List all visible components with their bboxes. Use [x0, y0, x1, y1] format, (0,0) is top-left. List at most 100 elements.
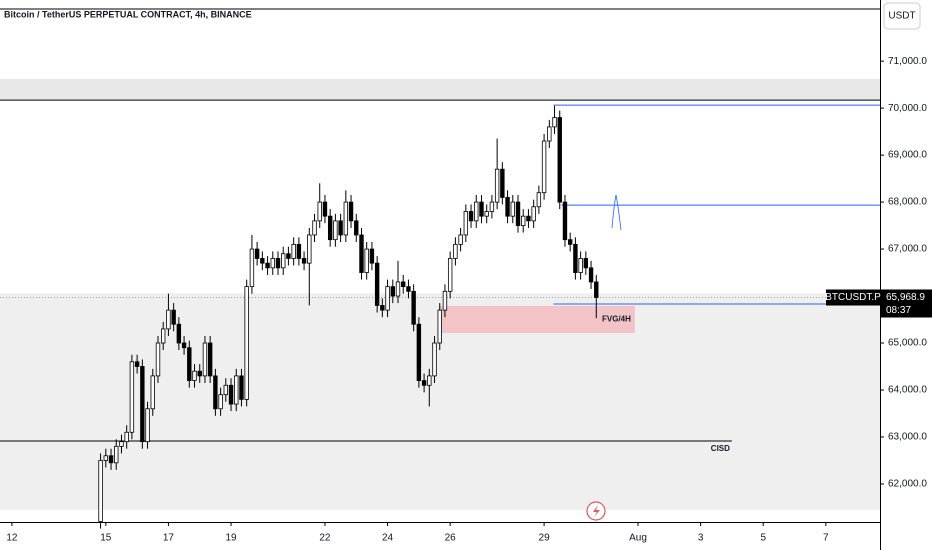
candle-body [432, 342, 437, 377]
candle-body [547, 126, 552, 142]
fvg-box [439, 305, 635, 334]
x-tick-label: 15 [100, 533, 112, 544]
candle-body [406, 286, 411, 292]
y-tick-label: 62,000.0 [888, 479, 927, 490]
candle-body [160, 328, 166, 344]
candle-body [505, 196, 510, 217]
y-tick-label: 68,000.0 [888, 197, 927, 208]
candle-body [364, 248, 369, 273]
candle-body [521, 215, 526, 226]
candle-body [187, 347, 192, 381]
candle-body [526, 215, 531, 222]
candle-body [244, 286, 249, 400]
candle-body [145, 408, 150, 443]
candle-body [541, 140, 547, 194]
flash-bolt[interactable] [593, 505, 600, 517]
y-tick-label: 63,000.0 [888, 432, 927, 443]
candle-body [594, 281, 599, 298]
candle-body [427, 375, 432, 386]
candle-body [181, 342, 187, 349]
candle-body [531, 206, 536, 222]
candle-body [103, 455, 109, 461]
candle-body [562, 201, 568, 241]
x-tick-label: 3 [698, 533, 704, 544]
currency[interactable]: USDT [888, 11, 915, 22]
level-label: CISD [711, 444, 730, 453]
candle-body [228, 384, 234, 405]
candle-body [134, 361, 140, 367]
candle-body [249, 248, 255, 288]
candle-body [395, 281, 401, 297]
y-tick-label: 70,000.0 [888, 103, 927, 114]
candle-body [281, 253, 286, 269]
countdown: 08:37 [886, 305, 911, 316]
candle-body [234, 375, 239, 405]
candle-body [218, 394, 223, 410]
candle-body [463, 211, 469, 236]
y-tick-label: 67,000.0 [888, 244, 927, 255]
candle-body [500, 168, 505, 198]
y-tick-label: 65,000.0 [888, 338, 927, 349]
candle-body [119, 441, 124, 447]
y-tick-label: 71,000.0 [888, 56, 927, 67]
candle-body [401, 281, 406, 288]
candle-body [296, 243, 302, 259]
x-tick-label: 17 [163, 533, 175, 544]
candle-body [536, 192, 542, 208]
candle-body [192, 370, 197, 381]
x-tick-label: 22 [319, 533, 331, 544]
candle-body [411, 290, 416, 325]
candle-body [333, 220, 338, 241]
drawing [611, 194, 622, 231]
x-tick-label: 12 [6, 533, 18, 544]
y-tick-label: 69,000.0 [888, 150, 927, 161]
candle-body [416, 323, 422, 381]
candle-body [275, 258, 281, 269]
candle-body [166, 309, 171, 330]
candle-body [583, 258, 589, 269]
candle-body [494, 168, 500, 203]
candle-body [447, 258, 453, 292]
x-tick-label: 19 [225, 533, 237, 544]
candle-body [307, 234, 312, 264]
candle-body [442, 290, 448, 311]
price-tag-box [881, 289, 932, 318]
candle-body [588, 267, 594, 283]
candle-body [390, 286, 395, 297]
currency-button[interactable] [883, 2, 921, 30]
candle-body [129, 361, 135, 433]
candle-body [479, 201, 484, 217]
candle-body [176, 323, 182, 344]
candle-body [374, 262, 380, 306]
candle-body [317, 201, 322, 222]
candle-body [552, 117, 557, 128]
candle-body [270, 258, 275, 269]
x-tick-label: 29 [539, 533, 551, 544]
x-tick-label: Aug [629, 533, 647, 544]
candle-body [291, 243, 296, 259]
candle-body [421, 380, 427, 386]
candle-body [140, 366, 145, 443]
candle-body [348, 201, 354, 222]
candle-body [359, 234, 364, 273]
x-tick-label: 7 [823, 533, 829, 544]
candle-body [474, 201, 479, 222]
symbol-tag-box [826, 289, 880, 306]
candle-body [458, 234, 463, 245]
x-tick-label: 24 [382, 533, 394, 544]
candle-body [301, 258, 307, 264]
candle-body [254, 248, 260, 259]
candle-body [489, 201, 495, 212]
flash-icon[interactable] [586, 501, 606, 521]
x-tick-label: 5 [760, 533, 766, 544]
candle-body [437, 309, 442, 344]
candle-body [223, 384, 229, 396]
candle-body [484, 211, 489, 217]
zone [0, 78, 880, 101]
candle-body [453, 243, 458, 259]
candle-body [155, 342, 161, 377]
x-tick-label: 26 [445, 533, 457, 544]
candle-body [213, 375, 218, 410]
candle-body [338, 220, 343, 236]
